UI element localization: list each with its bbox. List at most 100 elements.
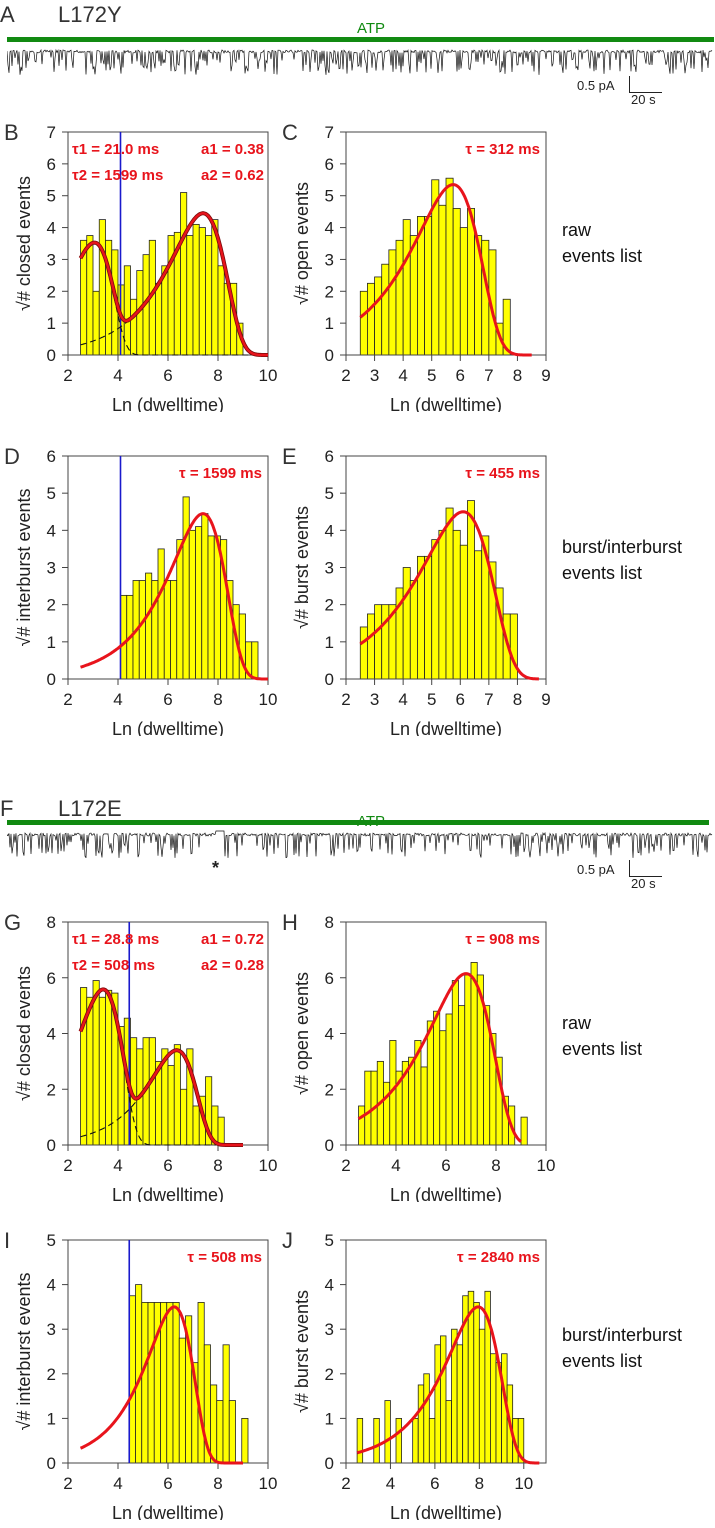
histogram-bar <box>86 235 94 356</box>
y-tick-label: 0 <box>47 670 56 689</box>
tau1-annotation: τ1 = 28.8 ms <box>72 931 159 948</box>
histogram-bar <box>420 1066 428 1146</box>
x-tick-label: 4 <box>113 1474 122 1493</box>
y-tick-label: 6 <box>47 447 56 466</box>
x-tick-label: 4 <box>113 366 122 385</box>
histogram-bar <box>470 962 478 1146</box>
histogram-bar <box>222 1344 230 1464</box>
x-tick-label: 5 <box>427 690 436 709</box>
histogram-bar <box>359 626 368 680</box>
x-tick-label: 3 <box>370 690 379 709</box>
histogram-bar <box>120 594 128 680</box>
x-tick-label: 2 <box>63 690 72 709</box>
histogram-bar <box>228 1400 236 1464</box>
x-tick-label: 4 <box>113 690 122 709</box>
x-tick-label: 6 <box>430 1474 439 1493</box>
histogram-bar <box>409 580 418 680</box>
trace-line <box>7 48 713 75</box>
y-tick-label: 5 <box>325 187 334 206</box>
histogram-bar <box>186 235 194 356</box>
histogram-bar <box>424 555 433 680</box>
histogram-bar <box>80 987 88 1146</box>
histogram-bar <box>92 980 100 1146</box>
x-tick-label: 8 <box>213 366 222 385</box>
histogram-bar <box>216 1400 224 1464</box>
scale-time-bottom: 20 s <box>631 876 656 891</box>
y-tick-label: 8 <box>325 913 334 932</box>
histogram-bar <box>464 974 472 1146</box>
histogram-bar <box>182 496 190 680</box>
fit-curve <box>357 972 522 1143</box>
fit-total-curve <box>79 988 243 1147</box>
histogram-bar <box>217 1116 225 1146</box>
y-tick-label: 4 <box>47 1276 56 1295</box>
histogram-bar <box>198 227 206 356</box>
histogram-bar <box>166 1302 174 1464</box>
y-tick-label: 6 <box>325 155 334 174</box>
histogram-bar <box>374 276 383 356</box>
row-label-line1: raw <box>562 1013 592 1033</box>
scale-bar-bottom <box>629 860 662 877</box>
histogram-d: D 0 1 2 3 4 5 6 2 4 6 8 10 Ln (dwelltime) √# interburs… <box>4 444 277 736</box>
x-tick-label: 2 <box>63 1474 72 1493</box>
y-tick-label: 0 <box>47 1136 56 1155</box>
histogram-bar <box>173 1044 181 1146</box>
histogram-bar <box>195 526 203 680</box>
atp-bar-bottom <box>7 820 709 825</box>
plot-frame <box>345 1239 547 1464</box>
histogram-bar <box>456 1344 464 1464</box>
histogram-bar <box>170 580 178 680</box>
x-tick-label: 6 <box>163 690 172 709</box>
histogram-bar <box>467 500 475 680</box>
histogram-bar <box>467 208 475 356</box>
y-tick-label: 0 <box>325 346 334 365</box>
tau1-annotation: τ1 = 21.0 ms <box>72 141 159 158</box>
y-tick-label: 1 <box>47 1409 56 1428</box>
histogram-bar <box>367 613 375 680</box>
histogram-bar <box>374 604 383 680</box>
histogram-bar <box>180 192 188 356</box>
panel-label-a: A <box>0 2 15 27</box>
histogram-bar <box>439 1030 447 1146</box>
panel-letter: B <box>4 120 19 145</box>
x-axis-label: Ln (dwelltime) <box>390 1503 502 1520</box>
y-tick-label: 4 <box>325 1025 334 1044</box>
histogram-bar <box>438 204 447 356</box>
x-tick-label: 2 <box>341 1156 350 1175</box>
histogram-bar <box>210 1384 218 1464</box>
current-trace-bottom <box>7 830 713 858</box>
x-axis-label: Ln (dwelltime) <box>390 719 502 736</box>
histogram-bar <box>395 1417 402 1464</box>
fit-curve <box>356 1305 540 1465</box>
x-tick-label: 8 <box>513 690 522 709</box>
histogram-bar <box>402 567 411 680</box>
histogram-bar <box>428 1417 436 1464</box>
y-tick-label: 0 <box>325 670 334 689</box>
panel-letter: J <box>282 1228 293 1253</box>
tau-annotation: τ = 312 ms <box>465 141 540 158</box>
histogram-bar <box>459 544 468 680</box>
y-tick-label: 3 <box>325 1320 334 1339</box>
histogram-bar <box>147 1302 155 1464</box>
x-tick-label: 10 <box>537 1156 556 1175</box>
histogram-bar <box>473 1302 480 1464</box>
y-axis-label: √# closed events <box>14 966 34 1101</box>
tau2-annotation: τ2 = 508 ms <box>72 957 155 974</box>
x-tick-label: 3 <box>370 366 379 385</box>
y-axis-label: √# burst events <box>292 506 312 629</box>
x-axis-label: Ln (dwelltime) <box>112 719 224 736</box>
panel-label-f: F <box>0 796 14 821</box>
histogram-bar <box>358 1105 366 1146</box>
y-tick-label: 1 <box>325 633 334 652</box>
histogram-bar <box>373 1417 380 1464</box>
histogram-bar <box>356 1417 364 1464</box>
x-tick-label: 4 <box>391 1156 400 1175</box>
x-axis-label: Ln (dwelltime) <box>390 395 502 412</box>
y-tick-label: 2 <box>325 1365 334 1384</box>
a1-annotation: a1 = 0.38 <box>201 141 264 158</box>
histogram-bar <box>474 550 483 680</box>
x-tick-label: 5 <box>427 366 436 385</box>
x-tick-label: 4 <box>386 1474 395 1493</box>
